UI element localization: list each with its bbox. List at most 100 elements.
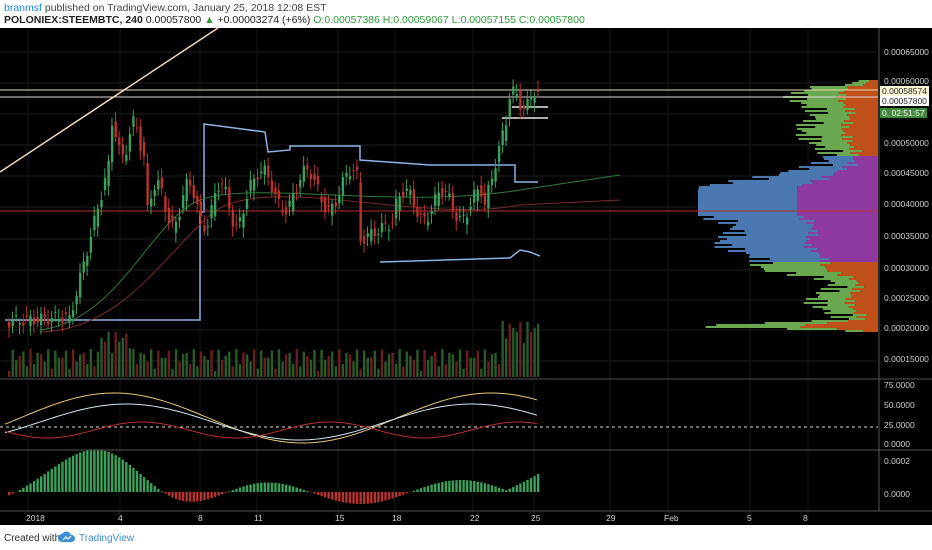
profile-bar-down bbox=[847, 114, 878, 116]
profile-bar-up bbox=[698, 212, 797, 214]
profile-bar-up bbox=[830, 316, 857, 318]
candle-body bbox=[302, 165, 306, 182]
candle-body bbox=[192, 185, 195, 199]
candle-body bbox=[39, 313, 43, 326]
macd-histogram-bar bbox=[242, 486, 245, 492]
profile-bar-down bbox=[845, 110, 878, 112]
candle-body bbox=[341, 177, 345, 196]
macd-histogram-bar bbox=[128, 464, 132, 492]
author-link[interactable]: branmsf bbox=[4, 2, 42, 14]
profile-bar-down bbox=[843, 130, 878, 132]
volume-bar bbox=[441, 349, 444, 377]
volume-bar bbox=[82, 352, 85, 377]
profile-bar-down bbox=[846, 142, 878, 144]
volume-profile bbox=[698, 80, 878, 332]
candle-body bbox=[473, 190, 476, 203]
volume-bar bbox=[373, 350, 377, 377]
profile-bar-up bbox=[858, 80, 870, 82]
candle-body bbox=[409, 189, 412, 196]
profile-bar-down bbox=[843, 106, 878, 108]
candle-body bbox=[249, 179, 252, 192]
profile-bar-up bbox=[698, 192, 797, 194]
profile-bar-down bbox=[797, 190, 878, 192]
tradingview-brand-link[interactable]: TradingView bbox=[79, 533, 135, 544]
profile-bar-down bbox=[847, 168, 878, 170]
grid bbox=[0, 28, 878, 520]
price-tick-label: 0.00045000 bbox=[884, 168, 929, 178]
macd-histogram-bar bbox=[338, 492, 341, 502]
profile-bar-up bbox=[810, 86, 848, 88]
profile-bar-down bbox=[817, 230, 878, 232]
profile-bar-up bbox=[827, 304, 856, 306]
profile-bar-down bbox=[808, 232, 878, 234]
volume-bar bbox=[146, 361, 149, 377]
profile-bar-down bbox=[864, 286, 878, 288]
profile-bar-down bbox=[819, 256, 878, 258]
macd-histogram-bar bbox=[377, 492, 380, 503]
profile-bar-down bbox=[830, 262, 878, 264]
candle-body bbox=[36, 316, 39, 323]
macd-histogram-bar bbox=[469, 480, 472, 492]
macd-histogram-bar bbox=[86, 450, 89, 492]
candle-body bbox=[426, 221, 430, 226]
candle-body bbox=[256, 177, 259, 180]
macd-histogram-bar bbox=[50, 468, 53, 492]
candle-body bbox=[206, 226, 210, 228]
profile-bar-up bbox=[698, 194, 797, 196]
profile-bar-down bbox=[797, 204, 878, 206]
candle-body bbox=[174, 221, 178, 233]
profile-bar-down bbox=[821, 176, 878, 178]
volume-bar bbox=[189, 363, 192, 377]
macd-histogram-bar bbox=[416, 489, 419, 492]
candle-body bbox=[153, 190, 156, 197]
candle-body bbox=[64, 312, 68, 315]
volume-bar bbox=[419, 370, 423, 377]
footer: Created with TradingView bbox=[0, 526, 932, 550]
profile-bar-down bbox=[804, 242, 878, 244]
profile-bar-up bbox=[822, 156, 854, 158]
macd-histogram-bar bbox=[501, 488, 504, 492]
profile-bar-down bbox=[841, 124, 878, 126]
chart-area[interactable] bbox=[0, 28, 932, 525]
candle-body bbox=[96, 208, 100, 227]
macd-histogram-bar bbox=[465, 480, 469, 492]
chart-canvas[interactable] bbox=[0, 28, 932, 525]
cloud-span-a bbox=[39, 174, 621, 331]
symbol-label[interactable]: POLONIEX:STEEMBTC, 240 bbox=[4, 14, 143, 26]
profile-bar-up bbox=[827, 300, 856, 302]
macd-histogram-bar bbox=[252, 483, 256, 492]
volume-bar bbox=[529, 331, 533, 377]
candle-body bbox=[331, 203, 334, 216]
volume-bar bbox=[455, 361, 458, 377]
volume-bar bbox=[292, 363, 295, 377]
candle-body bbox=[402, 191, 405, 197]
profile-bar-up bbox=[744, 230, 818, 232]
profile-bar-down bbox=[848, 306, 878, 308]
candle-body bbox=[43, 313, 46, 318]
candle-body bbox=[235, 223, 238, 225]
candle-body bbox=[50, 318, 53, 323]
profile-bar-down bbox=[853, 276, 878, 278]
price-tick-label: 0.00050000 bbox=[884, 138, 929, 148]
macd-histogram-bar bbox=[331, 492, 334, 500]
profile-bar-down bbox=[797, 196, 878, 198]
candle-body bbox=[57, 318, 61, 323]
profile-bar-up bbox=[839, 290, 861, 292]
volume-bar bbox=[309, 359, 313, 377]
profile-bar-up bbox=[722, 232, 809, 234]
candle-body bbox=[150, 198, 153, 207]
profile-bar-down bbox=[862, 150, 878, 152]
macd-histogram-bar bbox=[167, 492, 171, 496]
volume-bar bbox=[142, 354, 146, 377]
profile-bar-up bbox=[763, 268, 827, 270]
profile-bar-up bbox=[836, 154, 860, 156]
profile-bar-up bbox=[713, 216, 805, 218]
candle-body bbox=[15, 315, 18, 317]
volume-bar bbox=[196, 366, 199, 377]
macd-histogram-bar bbox=[206, 492, 210, 500]
macd-histogram-bar bbox=[96, 449, 100, 492]
candle-body bbox=[167, 207, 171, 224]
volume-bar bbox=[245, 354, 249, 377]
volume-bar bbox=[437, 366, 440, 377]
profile-bar-up bbox=[698, 200, 797, 202]
